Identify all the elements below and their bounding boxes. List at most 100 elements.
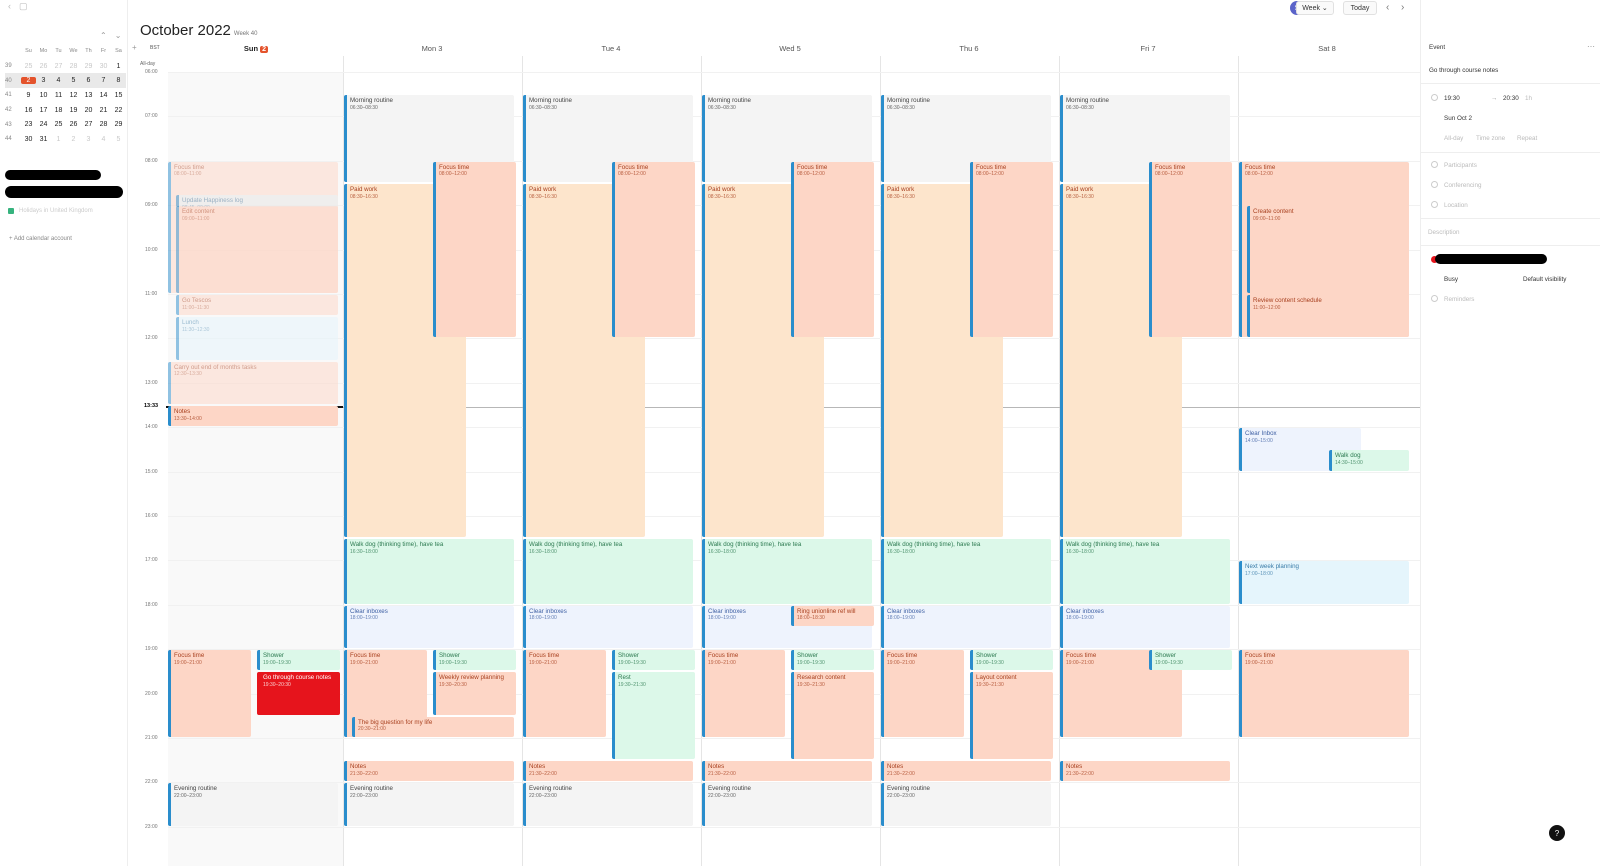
conferencing-field[interactable]: Conferencing [1444, 182, 1482, 189]
calendar-event[interactable]: Carry out end of months tasks 12:30–13:30 [168, 361, 338, 404]
next-week-icon[interactable]: › [1401, 2, 1405, 13]
calendar-event[interactable]: Create content 09:00–11:00 [1247, 206, 1409, 293]
reminders-field[interactable]: Reminders [1444, 296, 1475, 303]
mini-calendar-day[interactable]: 19 [69, 106, 78, 114]
calendar-event[interactable]: Shower 19:00–19:30 [791, 650, 874, 671]
calendar-event[interactable]: Notes 21:30–22:00 [881, 761, 1051, 782]
repeat-toggle[interactable]: Repeat [1517, 135, 1538, 142]
mini-calendar-week[interactable]: 44 30 31 1 2 3 4 5 [5, 132, 126, 147]
mini-calendar-week[interactable]: 41 9 10 11 12 13 14 15 [5, 88, 126, 103]
calendar-event[interactable]: Focus time 19:00–21:00 [1060, 650, 1183, 737]
calendar-event[interactable]: Focus time 08:00–12:00 [970, 161, 1053, 338]
end-time[interactable]: 20:30 [1503, 95, 1519, 102]
calendar-event[interactable]: Rest 19:30–21:30 [612, 672, 695, 760]
calendar-event[interactable]: Clear inboxes 18:00–19:00 [344, 605, 514, 649]
mini-calendar-day[interactable]: 11 [54, 91, 63, 99]
calendar-event[interactable]: Notes 13:30–14:00 [168, 406, 338, 427]
calendar-event[interactable]: Shower 19:00–19:30 [612, 650, 695, 671]
mini-calendar-day[interactable]: 1 [56, 135, 61, 143]
calendar-event[interactable]: Walk dog (thinking time), have tea 16:30–… [1060, 539, 1230, 604]
mini-calendar-day[interactable]: 26 [69, 121, 78, 129]
mini-calendar-day[interactable]: 17 [39, 106, 48, 114]
calendar-event[interactable]: Layout content 19:30–21:30 [970, 672, 1053, 760]
sidebar-toggle-icon[interactable]: ▢ [19, 1, 28, 11]
visibility-select[interactable]: Default visibility [1523, 276, 1567, 283]
day-header-1[interactable]: Mon 3 [421, 44, 443, 53]
mini-calendar-day[interactable]: 4 [101, 135, 106, 143]
allday-toggle[interactable]: All-day [1444, 135, 1464, 142]
mini-calendar-day[interactable]: 10 [39, 91, 48, 99]
calendar-event[interactable]: Update Happiness log08:45–09:00 [176, 195, 338, 208]
mini-calendar-day[interactable]: 22 [114, 106, 123, 114]
calendar-event[interactable]: Ring unionline ref will 18:00–18:30 [791, 605, 874, 626]
mini-calendar-day[interactable]: 2 [21, 77, 36, 85]
day-header-6[interactable]: Sat 8 [1318, 44, 1336, 53]
mini-calendar-day[interactable]: 27 [84, 121, 93, 129]
calendar-event[interactable]: Go Tescos 11:00–11:30 [176, 295, 338, 316]
description-field[interactable]: Description [1428, 229, 1460, 236]
holidays-calendar-item[interactable]: Holidays in United Kingdom [8, 208, 93, 214]
calendar-event[interactable]: Evening routine 22:00–23:00 [523, 783, 693, 826]
mini-calendar-week[interactable]: 39 25 26 27 28 29 30 1 [5, 59, 126, 74]
calendar-event[interactable]: Clear inboxes 18:00–19:00 [1060, 605, 1230, 649]
calendar-event[interactable]: Clear inboxes 18:00–19:00 [881, 605, 1051, 649]
calendar-event[interactable]: Shower 19:00–19:30 [433, 650, 516, 671]
mini-calendar-day[interactable]: 16 [24, 106, 33, 114]
calendar-event[interactable]: Focus time 19:00–21:00 [702, 650, 785, 737]
calendar-event[interactable]: Evening routine 22:00–23:00 [344, 783, 514, 826]
mini-calendar-day[interactable]: 14 [99, 91, 108, 99]
day-header-3[interactable]: Wed 5 [779, 44, 801, 53]
mini-calendar-day[interactable]: 30 [24, 135, 33, 143]
calendar-event[interactable]: Focus time 08:00–12:00 [612, 161, 695, 338]
mini-calendar-week[interactable]: 42 16 17 18 19 20 21 22 [5, 103, 126, 118]
mini-calendar-day[interactable]: 2 [71, 135, 76, 143]
start-time[interactable]: 19:30 [1444, 95, 1460, 102]
calendar-event[interactable]: Walk dog (thinking time), have tea 16:30–… [702, 539, 872, 604]
calendar-event[interactable]: Shower 19:00–19:30 [1149, 650, 1232, 671]
mini-calendar-day[interactable]: 4 [56, 77, 61, 85]
calendar-event[interactable]: Walk dog 14:30–15:00 [1329, 450, 1409, 471]
calendar-event[interactable]: Walk dog (thinking time), have tea 16:30–… [523, 539, 693, 604]
mini-calendar-day[interactable]: 7 [101, 77, 106, 85]
event-title-input[interactable]: Go through course notes [1429, 67, 1499, 74]
chevron-up-icon[interactable]: ⌃ [100, 31, 107, 40]
calendar-event[interactable]: Evening routine 22:00–23:00 [881, 783, 1051, 826]
calendar-event[interactable]: Focus time 08:00–12:00 [1149, 161, 1232, 338]
mini-calendar-day[interactable]: 28 [99, 121, 108, 129]
checkbox-icon[interactable] [8, 208, 14, 214]
calendar-event[interactable]: Focus time 19:00–21:00 [1239, 650, 1409, 737]
calendar-event[interactable]: Shower 19:00–19:30 [970, 650, 1053, 671]
mini-calendar-day[interactable]: 29 [84, 62, 93, 70]
day-header-5[interactable]: Fri 7 [1140, 44, 1156, 53]
week-grid[interactable]: Focus time 08:00–11:00 Update Happiness lo… [168, 56, 1420, 866]
mini-calendar-day[interactable]: 13 [84, 91, 93, 99]
calendar-event[interactable]: Walk dog (thinking time), have tea 16:30–… [881, 539, 1051, 604]
plus-icon[interactable]: + [132, 43, 137, 52]
calendar-event[interactable]: Next week planning 17:00–18:00 [1239, 561, 1409, 604]
mini-calendar-day[interactable]: 6 [86, 77, 91, 85]
mini-calendar-day[interactable]: 8 [116, 77, 121, 85]
calendar-event[interactable]: Focus time 08:00–12:00 [791, 161, 874, 338]
view-select[interactable]: Week ⌄ [1296, 1, 1334, 15]
mini-calendar-day[interactable]: 23 [24, 121, 33, 129]
mini-calendar-day[interactable]: 15 [114, 91, 123, 99]
day-header-0[interactable]: Sun 2 [243, 44, 269, 53]
day-header-2[interactable]: Tue 4 [601, 44, 621, 53]
previous-week-icon[interactable]: ‹ [1386, 2, 1390, 13]
add-calendar-account-link[interactable]: + Add calendar account [9, 236, 72, 242]
mini-calendar-day[interactable]: 31 [39, 135, 48, 143]
calendar-event[interactable]: Clear inboxes 18:00–19:00 [523, 605, 693, 649]
calendar-event[interactable]: Evening routine 22:00–23:00 [168, 783, 338, 826]
mini-calendar-week[interactable]: 43 23 24 25 26 27 28 29 [5, 117, 126, 132]
calendar-event[interactable]: Weekly review planning 19:30–20:30 [433, 672, 516, 715]
mini-calendar-day[interactable]: 1 [116, 62, 121, 70]
mini-calendar-day[interactable]: 3 [41, 77, 46, 85]
chevron-down-icon[interactable]: ⌄ [114, 31, 122, 40]
timezone-toggle[interactable]: Time zone [1476, 135, 1506, 142]
busy-status[interactable]: Busy [1444, 276, 1458, 283]
calendar-event[interactable]: Research content 19:30–21:30 [791, 672, 874, 760]
mini-calendar-day[interactable]: 9 [26, 91, 31, 99]
mini-calendar-day[interactable]: 21 [99, 106, 108, 114]
today-button[interactable]: Today [1343, 1, 1377, 15]
calendar-event[interactable]: Notes 21:30–22:00 [702, 761, 872, 782]
